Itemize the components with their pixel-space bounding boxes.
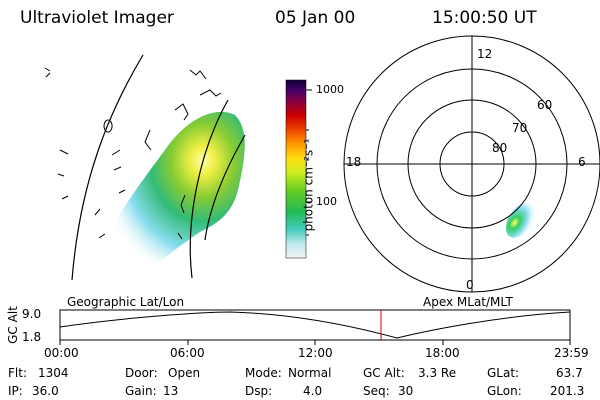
coastline — [103, 119, 113, 133]
app-title: Ultraviolet Imager — [20, 8, 174, 28]
gain-value: 13 — [163, 384, 179, 398]
longitude-line — [189, 99, 229, 279]
coastline — [189, 69, 207, 80]
longitude-line — [71, 54, 144, 281]
colorbar-label: photon cm⁻²s⁻¹ — [301, 138, 316, 232]
dsp-value: 4.0 — [303, 384, 323, 398]
x-tick-1800: 18:00 — [425, 346, 460, 360]
coastline — [174, 103, 189, 121]
altitude-strip — [59, 309, 571, 345]
mode-label: Mode: — [245, 366, 282, 380]
glat-value: 63.7 — [556, 366, 583, 380]
coastline — [57, 149, 69, 200]
dsp-label: Dsp: — [245, 384, 273, 398]
x-tick-0000: 00:00 — [44, 346, 79, 360]
x-tick-0600: 06:00 — [170, 346, 205, 360]
seq-label: Seq: — [363, 384, 390, 398]
gcalt-label: GC Alt: — [363, 366, 405, 380]
x-tick-1200: 12:00 — [298, 346, 333, 360]
gcalt-value: 3.3 Re — [418, 366, 457, 380]
polar-plot — [343, 35, 600, 293]
altitude-ymax: 9.0 — [22, 307, 42, 321]
geographic-caption: Geographic Lat/Lon — [67, 295, 185, 309]
coastline — [44, 67, 51, 78]
date-label: 05 Jan 00 — [275, 8, 356, 28]
glon-value: 201.3 — [550, 384, 585, 398]
altitude-curve — [59, 311, 571, 339]
gain-label: Gain: — [125, 384, 157, 398]
altitude-ymin: 1.8 — [22, 330, 42, 344]
mlt-label-6: 6 — [578, 155, 586, 169]
mode-value: Normal — [288, 366, 332, 380]
colorbar-tick-100: 100 — [316, 195, 337, 208]
x-tick-2359: 23:59 — [554, 346, 589, 360]
door-value: Open — [168, 366, 201, 380]
mlat-label-60: 60 — [537, 98, 553, 112]
colorbar — [285, 79, 312, 259]
time-label: 15:00:50 UT — [432, 8, 537, 28]
flt-label: Flt: — [8, 366, 27, 380]
glon-label: GLon: — [487, 384, 522, 398]
glat-label: GLat: — [487, 366, 520, 380]
flt-value: 1304 — [38, 366, 69, 380]
ip-label: IP: — [8, 384, 23, 398]
colorbar-tick-1000: 1000 — [316, 83, 344, 96]
seq-value: 30 — [398, 384, 414, 398]
altitude-ylabel: GC Alt — [5, 306, 20, 344]
mlt-label-0: 0 — [466, 278, 474, 292]
coastline — [94, 189, 126, 239]
coastline — [144, 129, 152, 151]
mlat-label-70: 70 — [512, 121, 528, 135]
longitude-line — [204, 134, 246, 241]
apex-caption: Apex MLat/MLT — [423, 295, 513, 309]
door-label: Door: — [125, 366, 158, 380]
aurora-blob-left — [95, 111, 245, 286]
ip-value: 36.0 — [32, 384, 59, 398]
geographic-map — [44, 54, 246, 286]
coastline — [177, 194, 186, 240]
coastline — [199, 89, 222, 97]
coastline — [111, 149, 122, 171]
aurora-blob-right — [505, 202, 537, 238]
mlat-label-80: 80 — [492, 141, 508, 155]
mlt-label-18: 18 — [346, 155, 362, 169]
mlt-label-12: 12 — [477, 47, 493, 61]
